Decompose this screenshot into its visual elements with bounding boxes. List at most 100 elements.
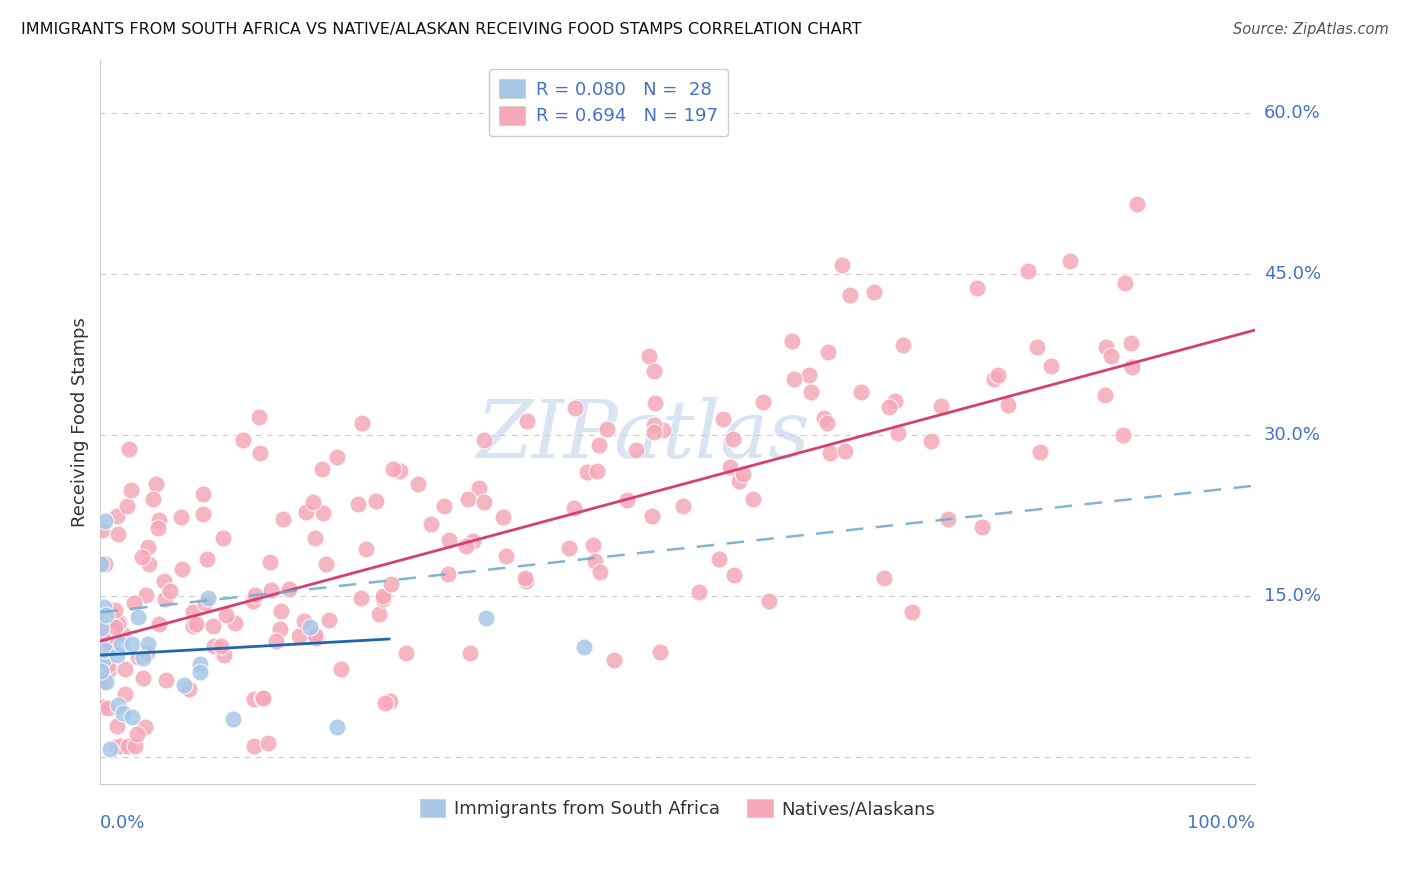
Point bbox=[188, 665, 211, 679]
Point bbox=[209, 639, 232, 653]
Point bbox=[114, 662, 136, 676]
Point bbox=[572, 640, 595, 654]
Point bbox=[672, 499, 695, 513]
Point bbox=[202, 619, 225, 633]
Point bbox=[731, 467, 754, 481]
Point bbox=[997, 398, 1019, 412]
Point bbox=[155, 673, 177, 687]
Point bbox=[304, 532, 326, 546]
Point bbox=[326, 450, 349, 465]
Point bbox=[1121, 360, 1143, 375]
Point bbox=[707, 552, 730, 566]
Point bbox=[211, 531, 233, 545]
Point bbox=[562, 501, 585, 516]
Point bbox=[97, 657, 120, 672]
Point bbox=[93, 642, 115, 657]
Point bbox=[145, 476, 167, 491]
Point bbox=[89, 616, 111, 631]
Point bbox=[242, 594, 264, 608]
Point bbox=[966, 281, 988, 295]
Point bbox=[644, 395, 666, 409]
Point bbox=[222, 712, 245, 726]
Text: ZIPatlas: ZIPatlas bbox=[477, 398, 810, 475]
Point bbox=[356, 542, 378, 557]
Point bbox=[688, 585, 710, 599]
Point bbox=[91, 699, 114, 714]
Point bbox=[1126, 196, 1149, 211]
Point bbox=[558, 541, 581, 556]
Point bbox=[98, 742, 121, 756]
Point bbox=[287, 629, 309, 643]
Point bbox=[1026, 340, 1049, 354]
Point bbox=[831, 259, 853, 273]
Point bbox=[127, 610, 149, 624]
Point bbox=[90, 664, 112, 678]
Point bbox=[419, 517, 441, 532]
Point bbox=[718, 460, 741, 475]
Point bbox=[329, 662, 352, 676]
Point bbox=[118, 442, 141, 456]
Point bbox=[641, 508, 664, 523]
Point bbox=[259, 555, 281, 569]
Point bbox=[107, 616, 129, 631]
Point bbox=[1114, 276, 1136, 290]
Point bbox=[197, 552, 219, 566]
Point bbox=[643, 364, 665, 378]
Point bbox=[408, 476, 430, 491]
Point bbox=[159, 584, 181, 599]
Point bbox=[472, 495, 495, 509]
Y-axis label: Receiving Food Stamps: Receiving Food Stamps bbox=[72, 317, 89, 526]
Point bbox=[124, 739, 146, 754]
Point bbox=[304, 631, 326, 645]
Point bbox=[352, 416, 374, 430]
Point bbox=[114, 687, 136, 701]
Point bbox=[901, 605, 924, 619]
Text: Source: ZipAtlas.com: Source: ZipAtlas.com bbox=[1233, 22, 1389, 37]
Point bbox=[269, 622, 291, 636]
Point bbox=[800, 385, 823, 400]
Point bbox=[301, 494, 323, 508]
Point bbox=[121, 637, 143, 651]
Point bbox=[292, 614, 315, 628]
Point bbox=[817, 345, 839, 359]
Point bbox=[929, 399, 952, 413]
Point bbox=[270, 604, 292, 618]
Point bbox=[90, 557, 112, 571]
Point bbox=[758, 594, 780, 608]
Point bbox=[891, 338, 914, 352]
Point bbox=[148, 617, 170, 632]
Point bbox=[252, 690, 274, 705]
Point bbox=[247, 409, 270, 424]
Point bbox=[650, 645, 672, 659]
Text: IMMIGRANTS FROM SOUTH AFRICA VS NATIVE/ALASKAN RECEIVING FOOD STAMPS CORRELATION: IMMIGRANTS FROM SOUTH AFRICA VS NATIVE/A… bbox=[21, 22, 862, 37]
Point bbox=[105, 648, 128, 662]
Point bbox=[983, 372, 1005, 386]
Point bbox=[723, 568, 745, 582]
Point bbox=[256, 736, 278, 750]
Point bbox=[863, 285, 886, 300]
Point bbox=[595, 422, 617, 436]
Point bbox=[212, 648, 235, 663]
Point bbox=[107, 526, 129, 541]
Point bbox=[616, 492, 638, 507]
Point bbox=[170, 510, 193, 524]
Point bbox=[873, 571, 896, 585]
Point bbox=[155, 592, 177, 607]
Point bbox=[188, 657, 211, 671]
Point bbox=[304, 628, 326, 642]
Point bbox=[588, 437, 610, 451]
Point bbox=[193, 508, 215, 522]
Point bbox=[148, 521, 170, 535]
Point bbox=[467, 481, 489, 495]
Point bbox=[177, 682, 200, 697]
Point bbox=[813, 411, 835, 425]
Text: 60.0%: 60.0% bbox=[1264, 104, 1320, 122]
Point bbox=[110, 739, 132, 754]
Point bbox=[136, 541, 159, 555]
Point bbox=[266, 634, 288, 648]
Text: 100.0%: 100.0% bbox=[1187, 814, 1256, 832]
Point bbox=[202, 640, 225, 654]
Point bbox=[643, 417, 665, 432]
Point bbox=[184, 616, 207, 631]
Point bbox=[326, 720, 349, 734]
